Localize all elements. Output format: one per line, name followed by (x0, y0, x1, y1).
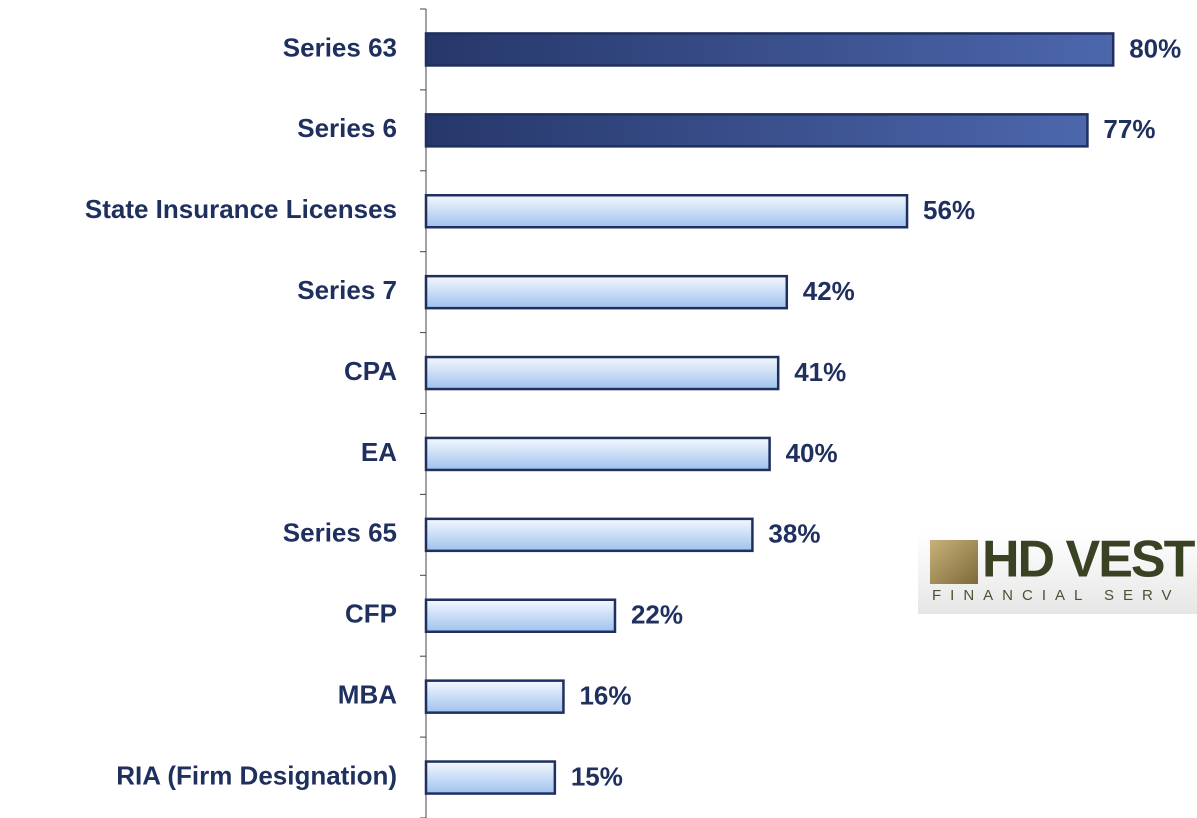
y-tick-label: Series 65 (283, 518, 397, 548)
data-label: 40% (786, 438, 838, 468)
logo-tagline: FINANCIAL SERV (932, 587, 1181, 604)
bar (424, 517, 754, 553)
data-label: 41% (794, 357, 846, 387)
bar (424, 274, 789, 310)
bar (424, 436, 771, 472)
data-label: 16% (579, 681, 631, 711)
y-tick-label: Series 63 (283, 32, 397, 62)
bar (424, 760, 557, 795)
y-tick-label: MBA (338, 680, 397, 710)
bar (424, 598, 617, 633)
data-label: 77% (1103, 114, 1155, 144)
y-tick-label: CFP (345, 599, 397, 629)
y-tick-label: EA (361, 437, 397, 467)
bar (424, 113, 1089, 148)
y-tick-label: Series 6 (297, 113, 397, 143)
data-label: 42% (803, 276, 855, 306)
y-tick-label: CPA (344, 356, 397, 386)
data-label: 56% (923, 195, 975, 225)
data-label: 80% (1129, 33, 1181, 63)
logo-square (930, 540, 978, 584)
logo-name: HD VEST (982, 531, 1196, 589)
data-label: 15% (571, 761, 623, 791)
bar (424, 194, 909, 229)
bar (424, 32, 1115, 67)
logo: HD VEST FINANCIAL SERV (918, 531, 1197, 614)
data-label: 38% (768, 519, 820, 549)
data-label: 22% (631, 600, 683, 630)
y-tick-label: State Insurance Licenses (85, 194, 397, 224)
y-tick-label: RIA (Firm Designation) (116, 760, 397, 790)
bar (424, 355, 780, 391)
y-tick-label: Series 7 (297, 275, 397, 305)
bar (424, 679, 565, 714)
